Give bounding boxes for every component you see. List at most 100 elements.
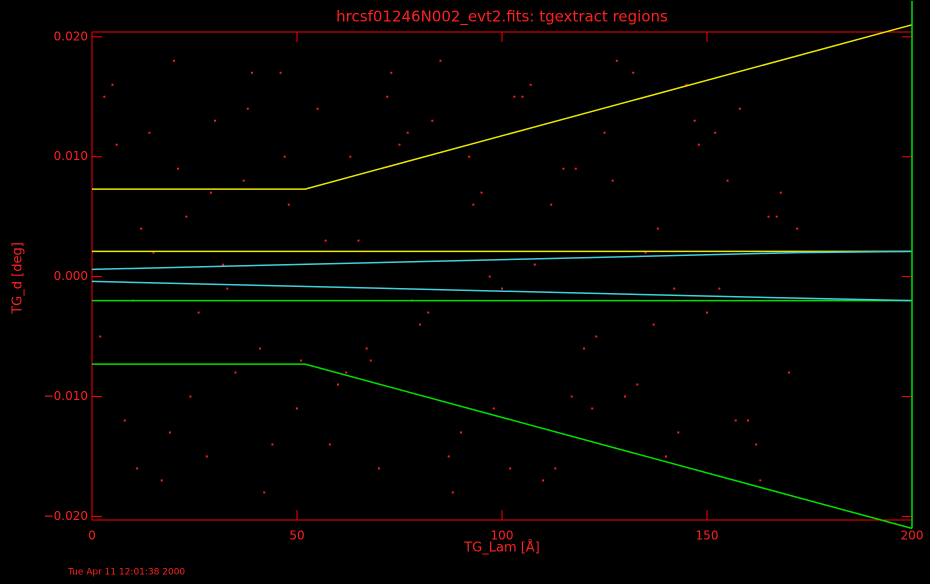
event-point <box>136 467 139 470</box>
event-point <box>550 203 553 206</box>
event-point <box>242 179 245 182</box>
event-point <box>189 395 192 398</box>
event-point <box>644 251 647 254</box>
event-point <box>246 107 249 110</box>
event-point <box>271 443 274 446</box>
event-point <box>591 407 594 410</box>
event-point <box>636 383 639 386</box>
region-line <box>91 280 913 302</box>
timestamp: Tue Apr 11 12:01:38 2000 <box>67 568 185 578</box>
event-point <box>460 431 462 434</box>
event-point <box>492 407 495 410</box>
event-point <box>369 359 372 362</box>
event-point <box>99 335 102 338</box>
event-point <box>611 179 614 182</box>
event-point <box>472 203 475 206</box>
event-point <box>673 287 676 290</box>
event-point <box>123 419 126 422</box>
event-point <box>209 191 212 194</box>
event-point <box>140 227 143 230</box>
event-point <box>706 311 708 314</box>
event-point <box>447 455 450 458</box>
event-point <box>287 203 290 206</box>
event-point <box>115 143 118 146</box>
event-point <box>349 155 352 158</box>
event-point <box>345 371 348 374</box>
event-point <box>439 59 442 62</box>
event-point <box>570 395 573 398</box>
event-point <box>214 119 216 122</box>
event-point <box>542 479 544 482</box>
event-point <box>574 167 577 170</box>
event-point <box>386 95 389 98</box>
chart-title: hrcsf01246N002_evt2.fits: tgextract regi… <box>336 8 668 27</box>
event-point <box>755 443 758 446</box>
event-point <box>222 263 225 266</box>
event-point <box>521 95 524 98</box>
event-point <box>328 443 331 446</box>
event-point <box>103 95 106 98</box>
plot-frame <box>91 31 913 521</box>
event-point <box>775 215 778 218</box>
event-point <box>250 71 253 74</box>
event-point <box>148 131 151 134</box>
y-tick-label: 0.020 <box>54 29 88 43</box>
y-tick-label: −0.020 <box>44 509 88 523</box>
event-point <box>726 179 729 182</box>
event-point <box>300 359 303 362</box>
event-point <box>632 71 635 74</box>
event-point <box>693 119 696 122</box>
event-point <box>152 251 155 254</box>
event-point <box>398 143 401 146</box>
event-point <box>111 83 114 86</box>
event-point <box>665 455 667 458</box>
event-point <box>205 455 208 458</box>
event-point <box>197 311 200 314</box>
y-tick-label: 0.010 <box>54 149 88 163</box>
event-point <box>406 131 409 134</box>
event-point <box>263 491 266 494</box>
event-point <box>427 311 430 314</box>
event-point <box>283 155 286 158</box>
event-point <box>652 323 655 326</box>
event-point <box>685 83 688 86</box>
event-point <box>173 59 175 62</box>
event-point <box>431 119 434 122</box>
event-point <box>234 371 237 374</box>
event-point <box>480 191 483 194</box>
region-line <box>92 363 913 530</box>
event-point <box>324 239 327 242</box>
event-point <box>451 491 454 494</box>
event-point <box>796 227 799 230</box>
y-tick-label: 0.000 <box>54 269 88 283</box>
x-tick-label: 150 <box>696 529 719 543</box>
event-point <box>378 467 380 470</box>
event-point <box>501 287 503 290</box>
x-tick-label: 0 <box>88 529 96 543</box>
x-axis-label: TG_Lam [Å] <box>463 540 540 556</box>
y-axis-label: TG_d [deg] <box>11 242 26 315</box>
event-point <box>337 383 339 386</box>
event-point <box>533 263 536 266</box>
event-point <box>259 347 262 350</box>
event-point <box>554 467 557 470</box>
event-point <box>185 215 188 218</box>
event-point <box>296 407 298 410</box>
event-point <box>316 107 319 110</box>
x-tick-label: 50 <box>289 529 304 543</box>
region-line <box>92 24 913 190</box>
event-point <box>656 227 659 230</box>
event-point <box>718 287 721 290</box>
event-point <box>734 419 737 422</box>
event-point <box>779 191 782 194</box>
event-point <box>603 131 606 134</box>
event-point <box>788 371 790 374</box>
event-point <box>357 239 360 242</box>
event-point <box>583 347 585 350</box>
event-point <box>468 155 471 158</box>
event-point <box>738 107 741 110</box>
event-point <box>747 419 749 422</box>
event-point <box>562 167 565 170</box>
event-point <box>624 395 626 398</box>
